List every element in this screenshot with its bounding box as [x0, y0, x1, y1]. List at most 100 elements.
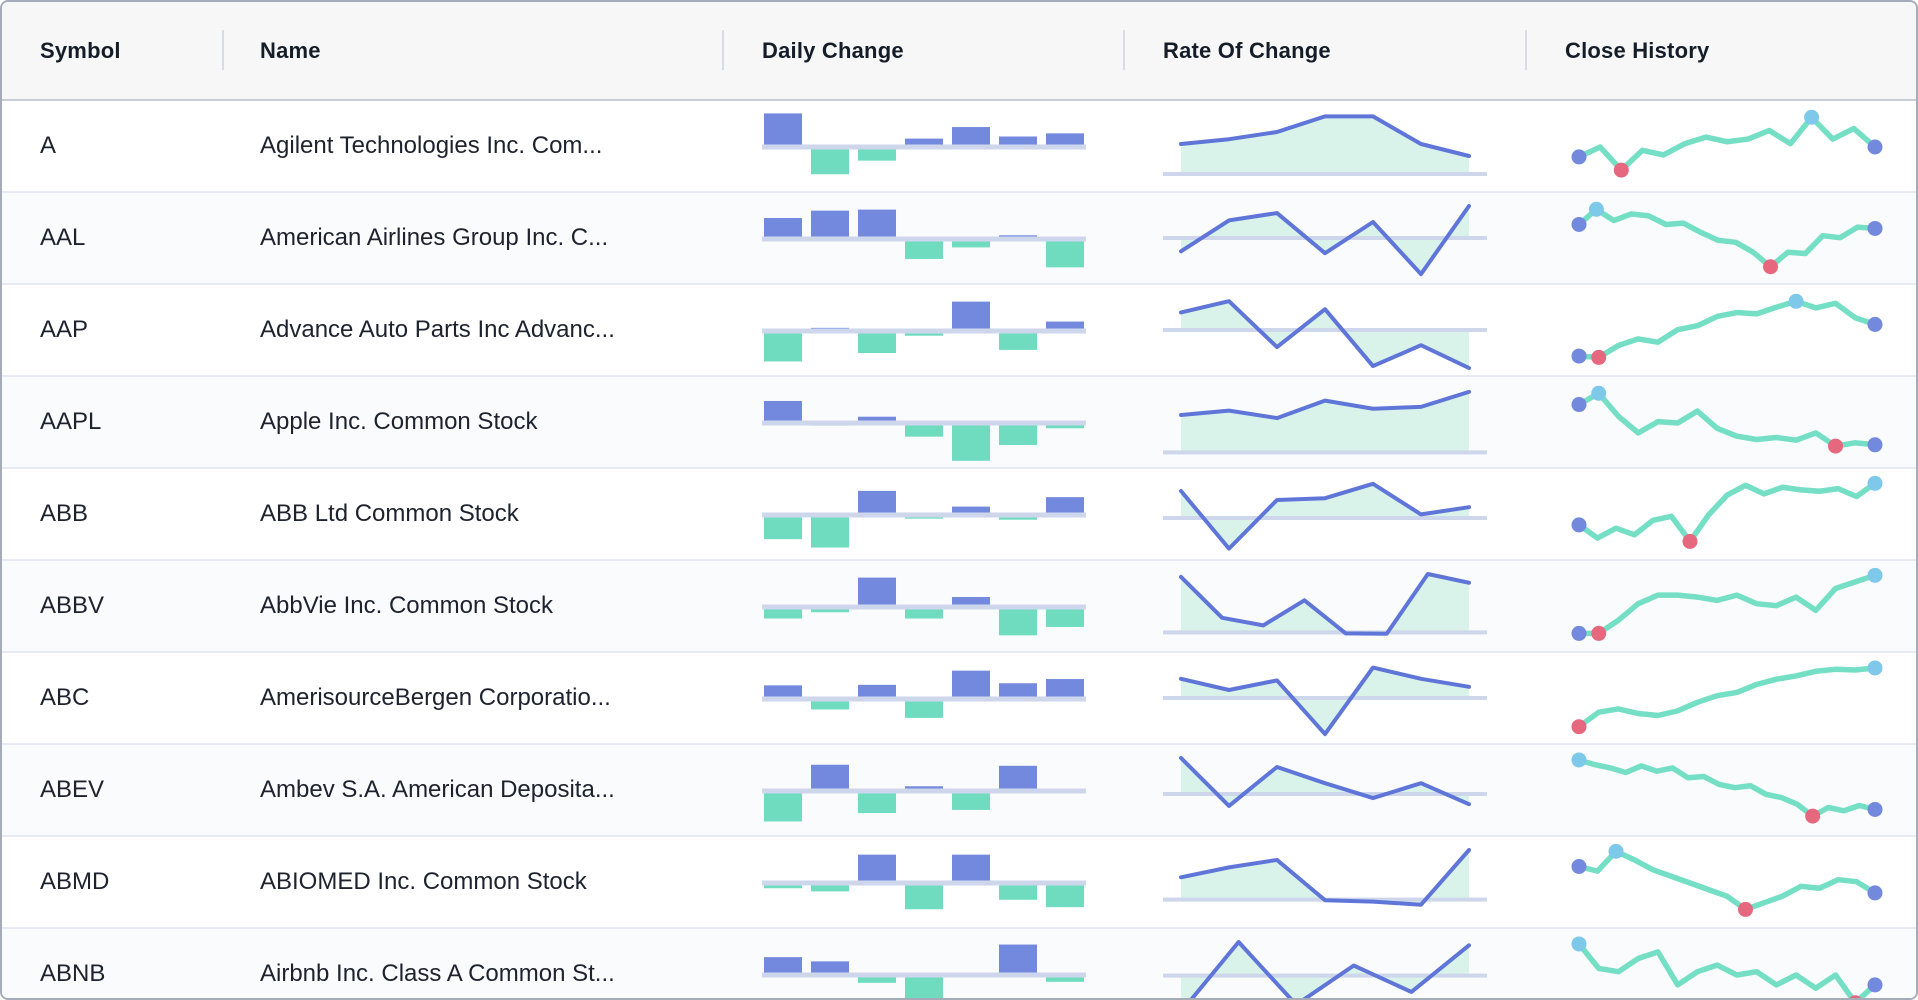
name-cell: American Airlines Group Inc. C...	[222, 224, 722, 252]
name-text: Airbnb Inc. Class A Common St...	[260, 960, 615, 987]
name-cell: AmerisourceBergen Corporatio...	[222, 684, 722, 712]
area-line	[1179, 299, 1471, 370]
column-header-daily-change[interactable]: Daily Change	[722, 2, 1123, 99]
symbol-text: AAL	[40, 224, 86, 251]
daily-change-cell	[722, 566, 1123, 646]
name-text: AmerisourceBergen Corporatio...	[260, 684, 611, 711]
negative-bar	[952, 791, 990, 810]
symbol-text: A	[40, 132, 57, 159]
positive-bar	[858, 684, 896, 699]
negative-bar	[1046, 607, 1084, 627]
table-row[interactable]: A Agilent Technologies Inc. Com...	[2, 101, 1916, 191]
negative-bar	[858, 791, 896, 814]
table-row[interactable]: ABBV AbbVie Inc. Common Stock	[2, 559, 1916, 651]
table-row[interactable]: ABC AmerisourceBergen Corporatio...	[2, 651, 1916, 743]
area-line	[1179, 481, 1471, 551]
end-dot	[1867, 977, 1883, 993]
positive-bar	[999, 765, 1037, 791]
table-row[interactable]: ABMD ABIOMED Inc. Common Stock	[2, 835, 1916, 927]
max-dot	[1571, 752, 1587, 768]
column-header-rate-of-change[interactable]: Rate Of Change	[1123, 2, 1525, 99]
name-cell: Ambev S.A. American Deposita...	[222, 776, 722, 804]
baseline	[1163, 792, 1487, 796]
symbol-text: AAPL	[40, 408, 102, 435]
rate-of-change-chart	[1163, 665, 1487, 737]
name-cell: AbbVie Inc. Common Stock	[222, 592, 722, 620]
min-dot	[1805, 808, 1821, 824]
positive-bar	[999, 683, 1037, 699]
baseline	[1163, 696, 1487, 700]
table-row[interactable]: ABEV Ambev S.A. American Deposita...	[2, 743, 1916, 835]
daily-change-cell	[722, 382, 1123, 462]
negative-bar	[905, 975, 943, 998]
symbol-text: ABB	[40, 500, 89, 527]
start-dot	[1571, 859, 1587, 874]
positive-bar	[858, 854, 896, 883]
negative-bar	[811, 883, 849, 892]
close-line	[1576, 480, 1878, 545]
rate-of-change-cell	[1123, 934, 1525, 998]
close-line	[1576, 114, 1878, 173]
column-header-close-history[interactable]: Close History	[1525, 2, 1916, 99]
rate-of-change-chart	[1163, 299, 1487, 370]
close-line	[1576, 848, 1878, 913]
positive-bar	[858, 416, 896, 423]
symbol-text: ABNB	[40, 960, 106, 987]
daily-change-chart	[762, 490, 1086, 548]
symbol-text: ABMD	[40, 868, 110, 895]
positive-bar	[1046, 497, 1084, 515]
rate-of-change-cell	[1123, 842, 1525, 922]
start-dot	[1571, 216, 1587, 232]
column-header-symbol[interactable]: Symbol	[2, 2, 222, 99]
name-cell: ABB Ltd Common Stock	[222, 500, 722, 528]
table-row[interactable]: AAP Advance Auto Parts Inc Advanc...	[2, 283, 1916, 375]
column-header-label: Rate Of Change	[1163, 37, 1331, 63]
daily-change-cell	[722, 106, 1123, 186]
daily-change-chart	[762, 400, 1086, 461]
table-row[interactable]: ABB ABB Ltd Common Stock	[2, 467, 1916, 559]
baseline	[1163, 516, 1487, 520]
positive-bar	[1046, 321, 1084, 331]
name-text: Advance Auto Parts Inc Advanc...	[260, 316, 615, 343]
name-text: ABIOMED Inc. Common Stock	[260, 868, 587, 895]
positive-bar	[811, 764, 849, 791]
daily-change-cell	[722, 750, 1123, 830]
close-line	[1576, 572, 1878, 637]
negative-bar	[811, 607, 849, 613]
min-dot	[1613, 162, 1629, 178]
symbol-cell: ABEV	[2, 776, 222, 804]
daily-change-cell	[722, 842, 1123, 922]
area-line	[1179, 204, 1471, 277]
negative-bar	[858, 147, 896, 161]
negative-bar	[905, 699, 943, 718]
negative-bar	[811, 699, 849, 710]
table-row[interactable]: AAL American Airlines Group Inc. C...	[2, 191, 1916, 283]
positive-bar	[764, 957, 802, 975]
table-body: A Agilent Technologies Inc. Com... AAL A…	[2, 101, 1916, 998]
close-history-cell	[1525, 566, 1916, 646]
positive-bar	[952, 506, 990, 515]
area-line	[1179, 114, 1471, 158]
end-dot	[1867, 220, 1883, 236]
column-header-name[interactable]: Name	[222, 2, 722, 99]
baseline	[1163, 328, 1487, 332]
name-text: Apple Inc. Common Stock	[260, 408, 538, 435]
close-line	[1576, 941, 1878, 998]
min-dot	[1682, 533, 1698, 549]
negative-bar	[952, 423, 990, 461]
negative-bar	[952, 239, 990, 248]
axis-line	[762, 512, 1086, 518]
table-row[interactable]: ABNB Airbnb Inc. Class A Common St...	[2, 927, 1916, 998]
negative-bar	[764, 607, 802, 619]
name-cell: Agilent Technologies Inc. Com...	[222, 132, 722, 160]
table-row[interactable]: AAPL Apple Inc. Common Stock	[2, 375, 1916, 467]
baseline	[1163, 236, 1487, 240]
area-fill	[1181, 942, 1469, 998]
daily-change-chart	[762, 670, 1086, 718]
start-dot	[1571, 397, 1587, 413]
name-cell: Advance Auto Parts Inc Advanc...	[222, 316, 722, 344]
negative-bar	[905, 883, 943, 910]
close-history-chart	[1571, 752, 1883, 824]
daily-change-chart	[762, 764, 1086, 822]
daily-change-chart	[762, 944, 1086, 998]
